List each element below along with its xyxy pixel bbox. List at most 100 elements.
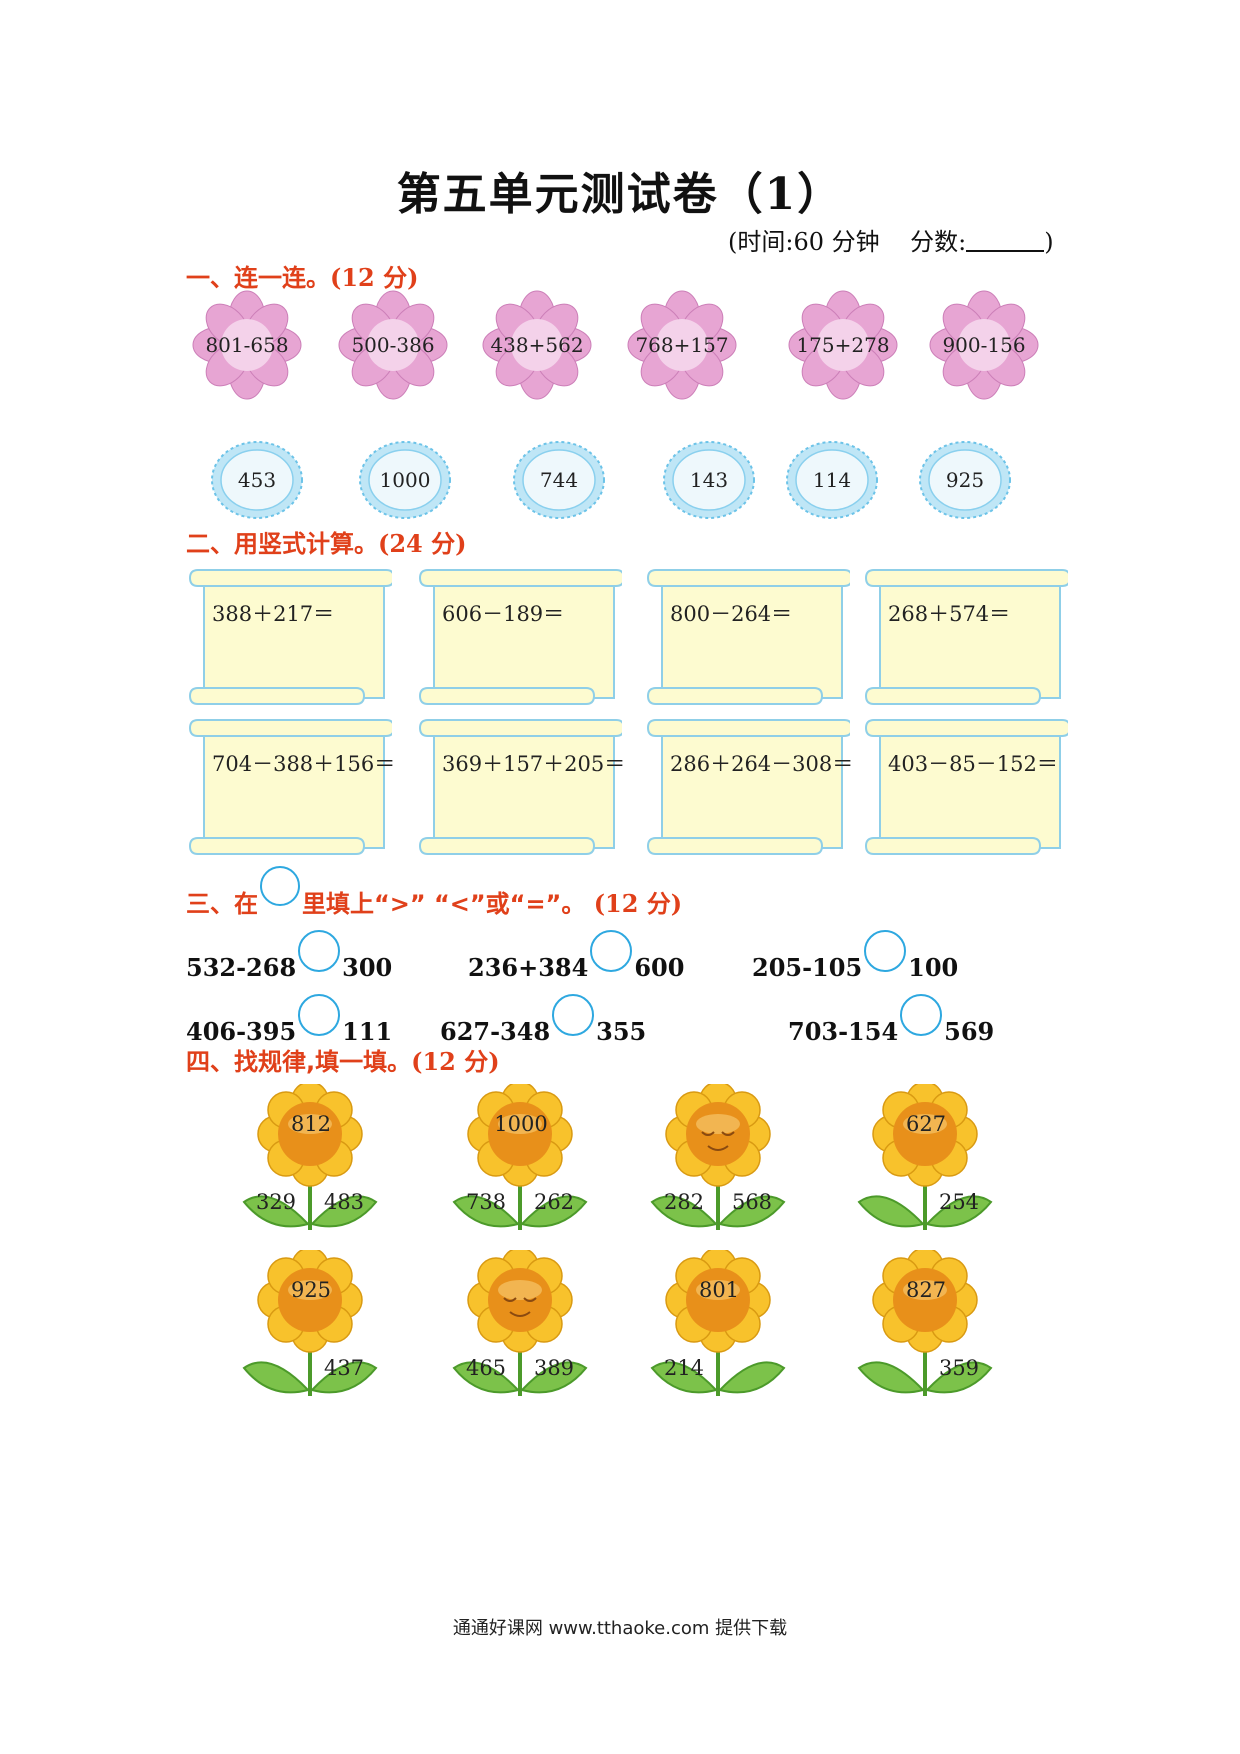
compare-left: 703-154 (788, 1017, 899, 1046)
calc-scroll[interactable]: 704－388＋156＝ (186, 716, 396, 856)
sunflower-puzzle[interactable]: 1000 738 262 (450, 1084, 590, 1234)
scroll-shape (418, 569, 622, 705)
expression-flower[interactable]: 768+157 (627, 290, 737, 400)
sun-number: 744 (539, 468, 579, 492)
compare-item: 205-105 100 (752, 930, 958, 982)
circle-icon (260, 866, 300, 906)
sunflower-puzzle[interactable]: 925 437 (240, 1250, 380, 1400)
calc-problem: 369＋157＋205＝ (442, 752, 626, 776)
compare-right: 300 (342, 953, 393, 982)
time-score-line: (时间:60 分钟 分数:) (728, 222, 1054, 257)
sunflower-icon (857, 1084, 993, 1230)
sunflower-puzzle[interactable]: 465 389 (450, 1250, 590, 1400)
calc-problem: 704－388＋156＝ (212, 752, 396, 776)
calc-problem: 403－85－152＝ (888, 752, 1058, 776)
calc-scroll[interactable]: 403－85－152＝ (862, 716, 1068, 856)
flower-expression: 768+157 (635, 333, 729, 357)
compare-circle[interactable] (864, 930, 907, 972)
section4-heading-text: 四、找规律,填一填。 (186, 1048, 412, 1076)
compare-circle[interactable] (552, 994, 595, 1036)
sun-number: 114 (812, 468, 852, 492)
sunflower-top: 925 (290, 1278, 332, 1302)
compare-left: 236+384 (468, 953, 589, 982)
sunflower-right-leaf: 389 (533, 1356, 575, 1380)
sunflower-top: 801 (698, 1278, 740, 1302)
calc-scroll[interactable]: 606－189＝ (416, 566, 622, 706)
score-blank[interactable] (966, 230, 1045, 252)
sunflower-puzzle[interactable]: 827 359 (855, 1250, 995, 1400)
sunflower-left-leaf: 329 (255, 1190, 297, 1214)
section4-score: (12 分) (411, 1047, 500, 1076)
answer-sun[interactable]: 143 (662, 440, 756, 520)
compare-circle[interactable] (590, 930, 633, 972)
expression-flower[interactable]: 900-156 (929, 290, 1039, 400)
sunflower-icon (452, 1084, 588, 1230)
sunflower-icon (452, 1250, 588, 1396)
compare-item: 703-154 569 (788, 994, 994, 1046)
sunflower-left-leaf: 214 (663, 1356, 705, 1380)
sun-number: 1000 (379, 468, 431, 492)
compare-circle[interactable] (298, 994, 341, 1036)
sunflower-puzzle[interactable]: 801 214 (648, 1250, 788, 1400)
score-label: 分数: (910, 228, 967, 256)
sun-number: 143 (689, 468, 729, 492)
expression-flower[interactable]: 500-386 (338, 290, 448, 400)
scroll-shape (646, 569, 850, 705)
sunflower-top: 627 (905, 1112, 947, 1136)
calc-problem: 286＋264－308＝ (670, 752, 854, 776)
sunflower-icon (650, 1250, 786, 1396)
calc-scroll[interactable]: 286＋264－308＝ (644, 716, 854, 856)
sunflower-right-leaf: 359 (938, 1356, 980, 1380)
expression-flower[interactable]: 801-658 (192, 290, 302, 400)
calc-scroll[interactable]: 268＋574＝ (862, 566, 1068, 706)
sunflower-top: 1000 (494, 1112, 548, 1136)
answer-sun[interactable]: 925 (918, 440, 1012, 520)
section2-score: (24 分) (378, 529, 467, 558)
sunflower-puzzle[interactable]: 812 329 483 (240, 1084, 380, 1234)
section3-heading: 三、在 里填上“>” “<”或“=”。 (12 分) (186, 866, 682, 919)
sun-burst-shape (359, 441, 451, 519)
compare-left: 205-105 (752, 953, 863, 982)
calc-problem: 800－264＝ (670, 602, 793, 626)
scroll-shape (188, 569, 392, 705)
flower-shape (192, 290, 302, 400)
compare-circle[interactable] (298, 930, 341, 972)
compare-right: 111 (342, 1017, 393, 1046)
calc-scroll[interactable]: 388＋217＝ (186, 566, 392, 706)
section3-score: (12 分) (593, 889, 683, 918)
sun-burst-shape (211, 441, 303, 519)
calc-scroll[interactable]: 800－264＝ (644, 566, 850, 706)
compare-circle[interactable] (900, 994, 943, 1036)
scroll-shape (188, 719, 392, 855)
flower-expression: 900-156 (942, 333, 1026, 357)
sunflower-icon (857, 1250, 993, 1396)
sunflower-top: 827 (905, 1278, 947, 1302)
calc-scroll[interactable]: 369＋157＋205＝ (416, 716, 626, 856)
section4-heading: 四、找规律,填一填。(12 分) (186, 1042, 500, 1077)
sunflower-puzzle[interactable]: 282 568 (648, 1084, 788, 1234)
sunflower-right-leaf: 254 (938, 1190, 980, 1214)
compare-item: 627-348 355 (440, 994, 646, 1046)
compare-left: 627-348 (440, 1017, 551, 1046)
calc-problem: 268＋574＝ (888, 602, 1011, 626)
flower-shape (929, 290, 1039, 400)
compare-item: 236+384 600 (468, 930, 684, 982)
answer-sun[interactable]: 453 (210, 440, 304, 520)
calc-problem: 606－189＝ (442, 602, 565, 626)
sunflower-right-leaf: 483 (323, 1190, 365, 1214)
section3-heading-before: 三、在 (186, 890, 258, 918)
section1-heading-text: 一、连一连。 (186, 264, 330, 292)
sunflower-puzzle[interactable]: 627 254 (855, 1084, 995, 1234)
calc-problem: 388＋217＝ (212, 602, 335, 626)
flower-shape (482, 290, 592, 400)
compare-item: 406-395 111 (186, 994, 392, 1046)
compare-left: 532-268 (186, 953, 297, 982)
answer-sun[interactable]: 114 (785, 440, 879, 520)
answer-sun[interactable]: 1000 (358, 440, 452, 520)
expression-flower[interactable]: 438+562 (482, 290, 592, 400)
scroll-shape (864, 719, 1068, 855)
answer-sun[interactable]: 744 (512, 440, 606, 520)
expression-flower[interactable]: 175+278 (788, 290, 898, 400)
sunflower-top: 812 (290, 1112, 332, 1136)
section2-heading-text: 二、用竖式计算。 (186, 530, 378, 558)
